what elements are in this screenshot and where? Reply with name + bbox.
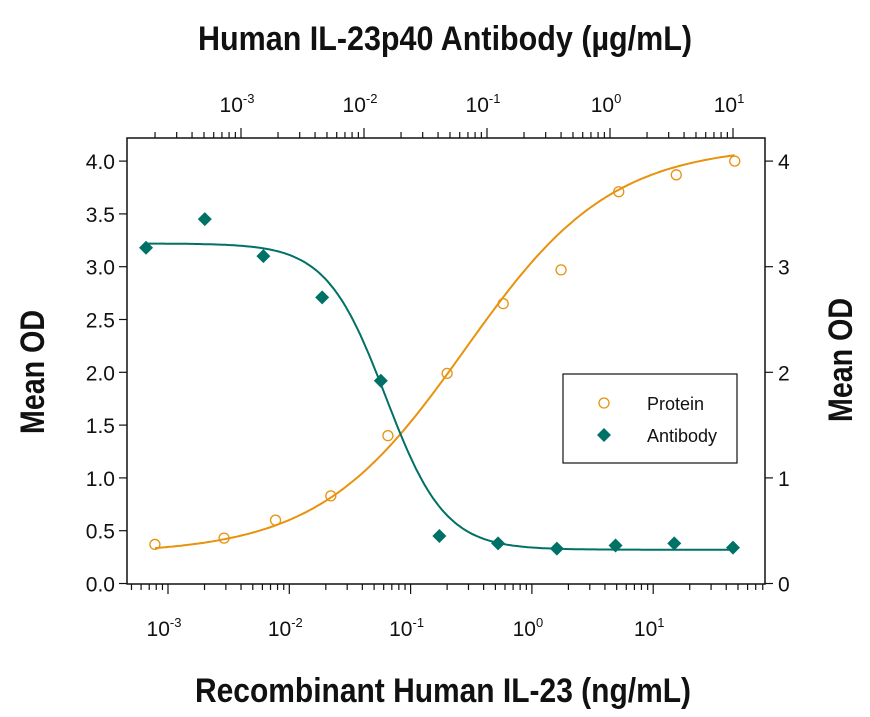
left-tick-label: 1.0 [86,468,115,491]
antibody-data-point [726,540,740,555]
antibody-data-point [197,212,212,227]
left-tick-label: 4.0 [86,151,115,174]
right-tick-label: 1 [778,468,790,491]
antibody-data-point [315,290,330,305]
protein-data-point [149,538,161,551]
right-tick-label: 0 [778,574,790,597]
protein-data-point [729,155,741,167]
protein-data-point [269,514,282,526]
antibody-data-point [549,541,564,556]
right-axis-title: Mean OD [822,298,860,422]
top-tick-label: 10-3 [220,91,255,117]
antibody-data-point [256,249,271,264]
antibody-data-point [139,240,154,255]
protein-data-point [441,367,453,380]
left-tick-label: 3.5 [86,204,115,227]
protein-data-point [218,532,230,544]
antibody-data-point [667,536,682,551]
legend-antibody-marker [597,428,611,442]
left-tick-label: 0.0 [86,574,115,597]
right-tick-label: 2 [778,362,790,385]
protein-fit-curve [154,154,735,550]
legend-protein-marker [598,397,610,409]
legend-box [562,373,738,464]
protein-data-point [497,298,509,310]
bottom-tick-label: 10-1 [389,615,424,641]
right-tick-label: 4 [778,151,790,174]
bottom-tick-label: 101 [634,615,665,641]
legend-antibody-label: Antibody [647,426,717,446]
left-tick-label: 0.5 [86,521,115,544]
legend: Protein Antibody [562,373,738,464]
protein-data-point [325,490,337,502]
bottom-tick-label: 100 [513,615,544,641]
top-axis-title: Human IL-23p40 Antibody (µg/mL) [198,20,692,58]
left-tick-label: 2.5 [86,310,115,333]
left-tick-label: 2.0 [86,362,115,385]
bottom-axis-title: Recombinant Human IL-23 (ng/mL) [195,672,691,710]
protein-data-point [613,186,625,198]
bottom-tick-label: 10-2 [268,615,303,641]
left-tick-label: 3.0 [86,257,115,280]
top-tick-label: 10-1 [466,91,501,117]
protein-data-point [382,430,394,442]
right-tick-label: 3 [778,257,790,280]
legend-protein-label: Protein [647,394,704,414]
protein-data-point [555,264,567,276]
antibody-data-point [491,536,506,551]
left-tick-label: 1.5 [86,415,115,438]
bottom-tick-label: 10-3 [147,615,182,641]
top-tick-label: 100 [591,91,622,117]
plot-frame [126,137,766,585]
antibody-data-point [608,538,623,553]
top-tick-label: 10-2 [343,91,378,117]
protein-data-point [670,169,682,181]
antibody-data-point [432,528,447,543]
antibody-data-point [373,373,388,388]
left-axis-title: Mean OD [14,310,52,434]
antibody-fit-curve [146,242,733,551]
top-tick-label: 101 [714,91,745,117]
